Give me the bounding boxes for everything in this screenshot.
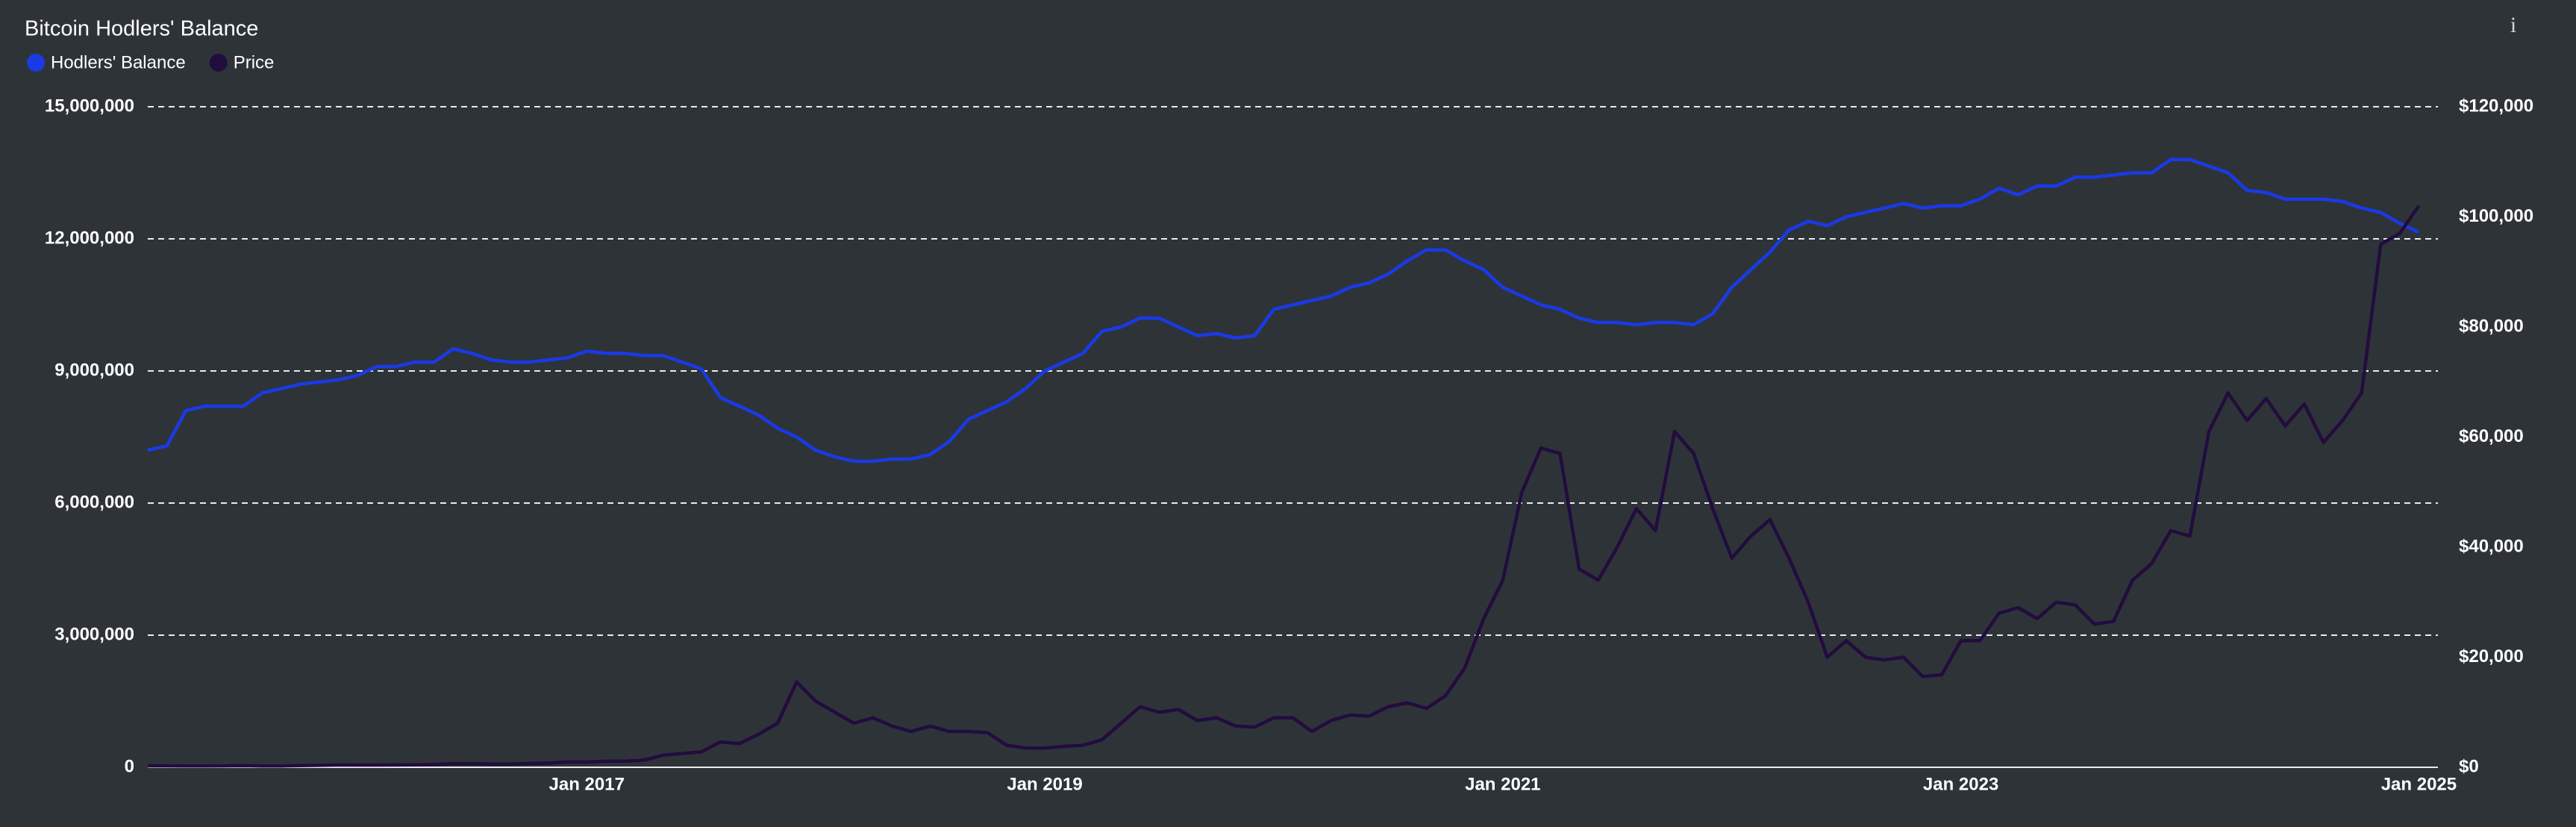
x-tick-label: Jan 2019 bbox=[1007, 774, 1082, 794]
y-tick-label: 6,000,000 bbox=[54, 492, 134, 512]
series-line bbox=[147, 157, 2420, 464]
y2-tick-label: $80,000 bbox=[2459, 316, 2524, 336]
y2-tick-label: $60,000 bbox=[2459, 426, 2524, 446]
legend: Hodlers' Balance Price bbox=[27, 52, 274, 72]
y-tick-label: 15,000,000 bbox=[45, 96, 134, 116]
x-tick-label: Jan 2021 bbox=[1465, 774, 1540, 794]
info-icon[interactable]: i bbox=[2510, 13, 2516, 37]
chart-title: Bitcoin Hodlers' Balance bbox=[25, 17, 258, 41]
y2-tick-label: $100,000 bbox=[2459, 206, 2533, 226]
legend-swatch bbox=[209, 54, 228, 72]
y-tick-label: 3,000,000 bbox=[54, 624, 134, 644]
y-tick-label: 0 bbox=[125, 756, 134, 776]
x-tick-label: Jan 2025 bbox=[2381, 774, 2457, 794]
x-tick-label: Jan 2017 bbox=[549, 774, 625, 794]
y2-tick-label: $20,000 bbox=[2459, 646, 2524, 667]
legend-label: Price bbox=[234, 52, 275, 72]
y-tick-label: 12,000,000 bbox=[45, 228, 134, 248]
series-line bbox=[148, 205, 2421, 768]
legend-swatch bbox=[27, 54, 45, 72]
y2-tick-label: $0 bbox=[2459, 756, 2479, 776]
x-tick-label: Jan 2023 bbox=[1923, 774, 1998, 794]
y2-tick-label: $120,000 bbox=[2459, 96, 2533, 116]
legend-label: Hodlers' Balance bbox=[51, 52, 186, 72]
y2-tick-label: $40,000 bbox=[2459, 536, 2524, 556]
y-tick-label: 9,000,000 bbox=[54, 360, 134, 380]
